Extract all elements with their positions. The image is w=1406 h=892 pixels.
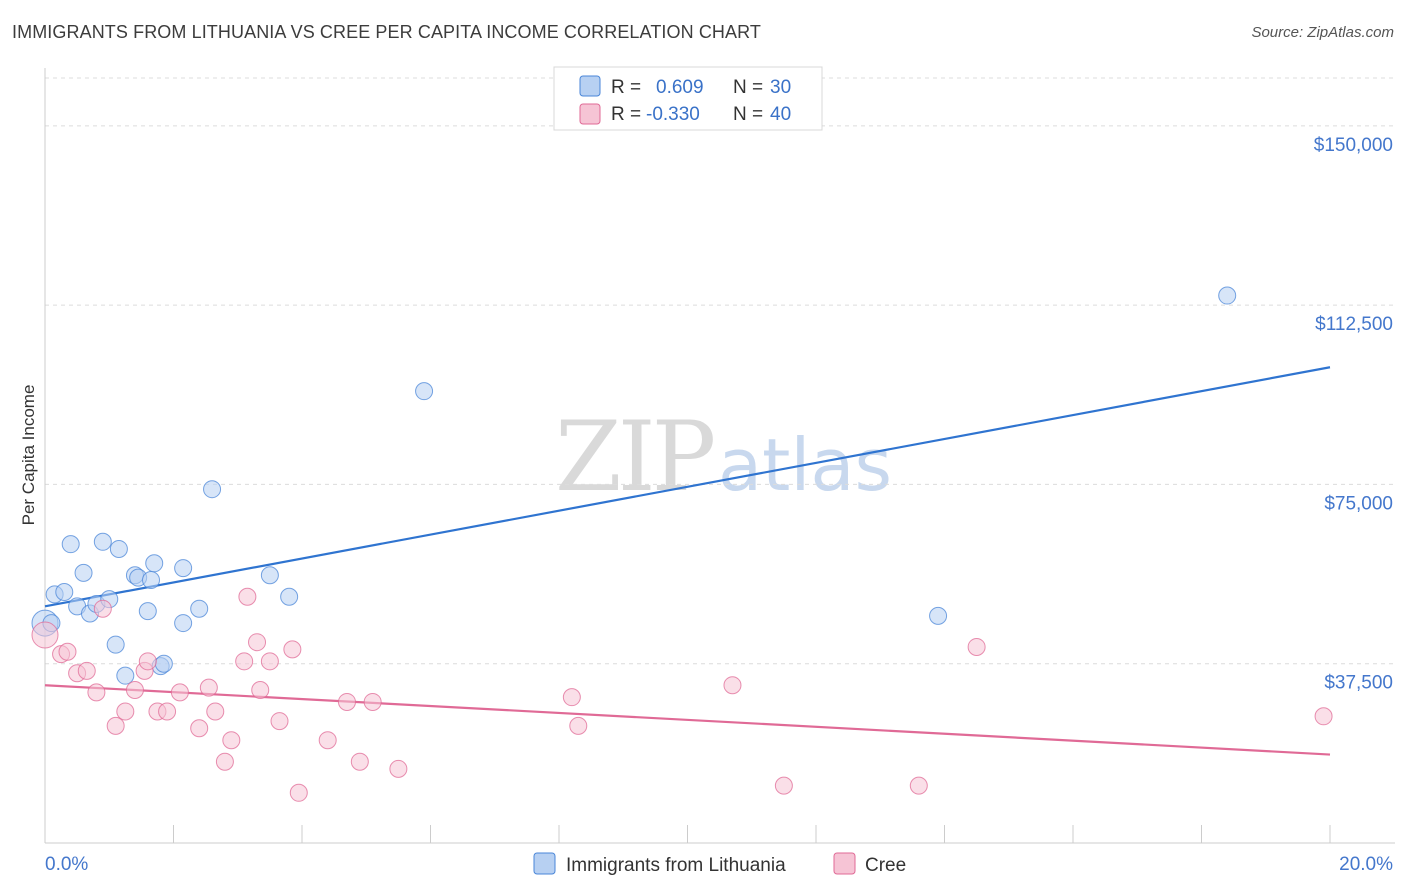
point-lithuania-23 [203, 480, 222, 499]
point-cree-30 [350, 752, 369, 771]
point-lithuania-8 [93, 532, 112, 551]
point-cree-5 [87, 683, 106, 702]
point-cree-2 [58, 642, 77, 661]
point-cree-22 [248, 633, 267, 652]
series-legend-swatch-lithuania [533, 852, 556, 875]
y-tick-label-3: $150,000 [1314, 135, 1393, 156]
series-legend-swatch-cree [833, 852, 856, 875]
point-lithuania-11 [109, 539, 128, 558]
point-cree-23 [251, 681, 270, 699]
legend-n-label-1: N = [733, 77, 763, 98]
point-lithuania-10 [106, 635, 125, 654]
point-lithuania-21 [174, 614, 193, 633]
point-lithuania-24 [260, 566, 279, 585]
point-cree-39 [1314, 707, 1333, 726]
data-points [31, 286, 1333, 802]
point-cree-7 [106, 716, 125, 735]
point-cree-9 [125, 681, 144, 699]
point-lithuania-3 [61, 535, 80, 554]
gridlines [45, 77, 1395, 665]
axes [44, 68, 1395, 844]
series-legend-label-lithuania: Immigrants from Lithuania [566, 855, 786, 876]
point-lithuania-27 [929, 606, 948, 625]
y-axis-label: Per Capita Income [19, 385, 38, 526]
legend-n-label-2: N = [733, 104, 763, 125]
x-tick-label-0: 0.0% [45, 854, 88, 875]
point-cree-31 [363, 692, 382, 711]
point-lithuania-17 [145, 554, 164, 573]
point-lithuania-28 [1218, 286, 1237, 305]
point-cree-17 [206, 702, 225, 721]
point-cree-15 [190, 719, 209, 738]
point-cree-25 [270, 712, 289, 731]
trendline-lithuania [44, 366, 1331, 608]
point-cree-6 [93, 599, 112, 618]
correlation-legend: R = 0.609 N = 30 R = -0.330 N = 40 [553, 66, 823, 131]
legend-swatch-pink [579, 103, 601, 125]
point-cree-36 [774, 776, 793, 795]
point-cree-4 [77, 661, 96, 680]
point-cree-19 [222, 731, 241, 750]
point-lithuania-12 [116, 666, 135, 685]
point-cree-29 [337, 692, 356, 711]
point-lithuania-20 [174, 559, 193, 578]
source-label: Source: ZipAtlas.com [1251, 24, 1394, 41]
legend-n-value-1: 30 [770, 77, 791, 98]
y-tick-labels: $37,500 $75,000 $112,500 $150,000 [1314, 135, 1393, 694]
point-cree-14 [170, 683, 189, 702]
point-lithuania-15 [138, 602, 157, 621]
point-cree-18 [215, 752, 234, 771]
point-cree-8 [116, 702, 135, 721]
point-cree-11 [138, 652, 157, 671]
legend-n-value-2: 40 [770, 104, 791, 125]
point-cree-38 [967, 637, 986, 656]
point-lithuania-19 [154, 654, 173, 673]
point-cree-37 [909, 776, 928, 795]
point-cree-0 [31, 621, 59, 649]
y-tick-label-0: $37,500 [1324, 673, 1393, 694]
point-cree-24 [260, 652, 279, 671]
point-lithuania-2 [55, 582, 74, 601]
point-lithuania-5 [74, 563, 93, 582]
legend-r-value-2: -0.330 [646, 104, 700, 125]
point-cree-35 [723, 676, 742, 695]
legend-r-label-1: R = [611, 77, 641, 98]
point-cree-26 [283, 640, 302, 659]
point-cree-27 [289, 783, 308, 802]
point-cree-20 [235, 652, 254, 671]
point-cree-28 [318, 731, 337, 750]
chart-title: IMMIGRANTS FROM LITHUANIA VS CREE PER CA… [12, 22, 761, 42]
point-lithuania-26 [415, 382, 434, 401]
point-cree-32 [389, 759, 408, 778]
point-lithuania-16 [142, 571, 161, 590]
x-tick-label-1: 20.0% [1339, 854, 1393, 875]
point-lithuania-25 [280, 587, 299, 606]
legend-r-label-2: R = [611, 104, 641, 125]
point-cree-34 [569, 716, 588, 735]
point-cree-16 [199, 678, 218, 697]
legend-r-value-1: 0.609 [656, 77, 704, 98]
point-cree-33 [562, 688, 581, 707]
series-legend-label-cree: Cree [865, 855, 906, 876]
point-cree-21 [238, 587, 257, 606]
series-legend: Immigrants from Lithuania Cree [533, 852, 906, 876]
point-cree-13 [158, 702, 177, 721]
watermark-zip: ZIP [555, 401, 714, 513]
point-lithuania-22 [190, 599, 209, 618]
y-tick-label-2: $112,500 [1315, 314, 1393, 335]
legend-swatch-blue [579, 75, 601, 97]
x-tick-labels: 0.0% 20.0% [45, 854, 1393, 875]
y-tick-label-1: $75,000 [1324, 493, 1393, 514]
